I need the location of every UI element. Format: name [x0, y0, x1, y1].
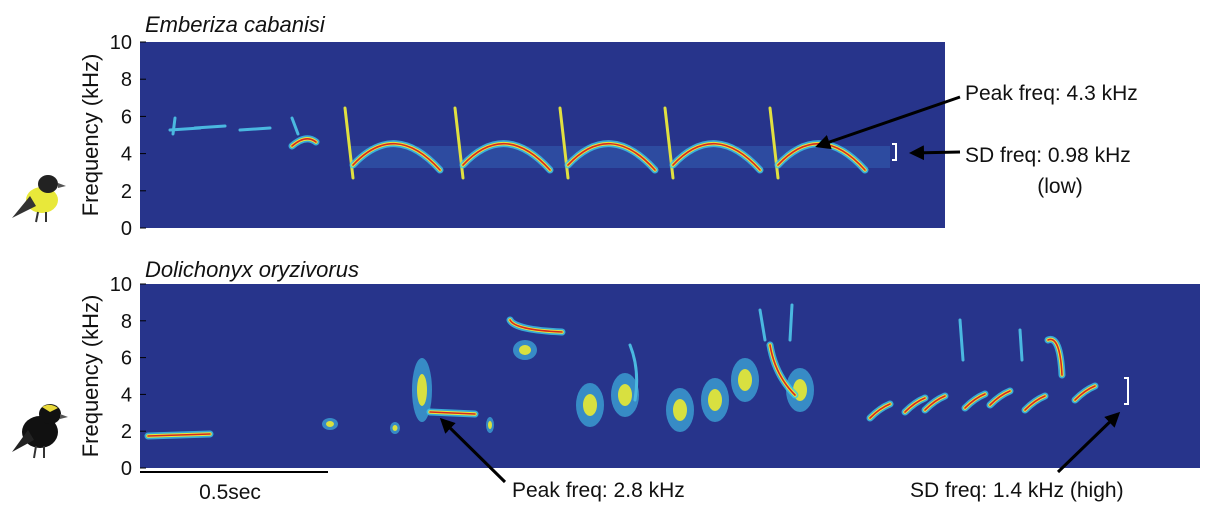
sd-bracket	[892, 143, 897, 161]
annotation: Peak freq: 4.3 kHz	[965, 82, 1138, 105]
syllable-blob-core	[738, 369, 752, 391]
syllable-core	[964, 393, 986, 409]
syllable-core	[462, 142, 551, 171]
y-tick-label: 8	[121, 311, 132, 333]
syllable-core	[769, 344, 796, 396]
syllable-blob-core	[326, 421, 334, 427]
syllable-blob-core	[392, 425, 398, 431]
y-tick-label: 2	[121, 421, 132, 443]
y-tick-label: 0	[121, 218, 132, 240]
syllable-core	[924, 395, 946, 411]
syllable-blob-core	[618, 384, 632, 406]
syllable-faint	[171, 116, 177, 136]
annotation-arrow	[439, 417, 507, 484]
syllable-faint	[238, 126, 272, 132]
bird-icon-top	[12, 175, 66, 223]
spectrogram-background	[140, 42, 945, 228]
annotation-arrow	[815, 95, 961, 150]
y-tick-label: 10	[110, 32, 132, 54]
y-tick-label: 6	[121, 348, 132, 370]
panel-title: Emberiza cabanisi	[145, 12, 326, 37]
y-axis-label: Frequency (kHz)	[78, 54, 103, 217]
panel-title: Dolichonyx oryzivorus	[145, 257, 359, 282]
y-tick-label: 2	[121, 181, 132, 203]
syllable-faint	[758, 308, 767, 342]
syllable-core	[904, 397, 926, 413]
annotation-arrow	[909, 145, 961, 161]
syllable-core	[1024, 395, 1046, 411]
y-tick-label: 4	[121, 144, 132, 166]
y-tick-label: 4	[121, 384, 132, 406]
syllable-core	[869, 403, 891, 419]
sd-bracket	[1124, 377, 1129, 405]
syllable-core	[352, 142, 441, 171]
syllable-blob-core	[708, 389, 722, 411]
syllable-core	[567, 142, 656, 171]
syllable-blob-core	[417, 374, 427, 406]
y-tick-label: 6	[121, 106, 132, 128]
syllable-core	[1047, 338, 1063, 376]
spectrogram-background	[140, 284, 1200, 468]
syllable-core	[1074, 385, 1096, 401]
syllable-core	[989, 390, 1011, 406]
syllable-core	[672, 142, 761, 171]
syllable-faint	[788, 303, 794, 342]
annotation: (low)	[1037, 175, 1083, 198]
spectrogram-content	[144, 303, 1099, 440]
y-tick-label: 8	[121, 69, 132, 91]
syllable-core	[509, 319, 563, 333]
y-axis-label: Frequency (kHz)	[78, 295, 103, 458]
annotation: SD freq: 0.98 kHz	[965, 144, 1131, 167]
syllable-core	[291, 138, 317, 147]
scale-bar-label: 0.5sec	[199, 481, 261, 504]
syllable-faint	[958, 318, 965, 362]
syllable-blob-core	[583, 394, 597, 416]
syllable-faint	[628, 343, 639, 402]
syllable-faint	[1018, 328, 1024, 362]
syllable-faint	[290, 116, 300, 136]
syllable-core	[147, 433, 211, 437]
annotation-arrow	[1056, 411, 1121, 474]
syllable-blob-core	[519, 345, 531, 355]
bird-icon-bottom	[12, 404, 68, 459]
annotation: SD freq: 1.4 kHz (high)	[910, 479, 1124, 502]
y-tick-label: 0	[121, 458, 132, 480]
y-tick-label: 10	[110, 274, 132, 296]
syllable-blob-core	[673, 399, 687, 421]
annotation: Peak freq: 2.8 kHz	[512, 479, 685, 502]
spectrogram-content	[168, 106, 890, 180]
syllable-faint	[193, 124, 227, 130]
syllable-core	[429, 411, 476, 415]
syllable-blob-core	[488, 421, 492, 429]
